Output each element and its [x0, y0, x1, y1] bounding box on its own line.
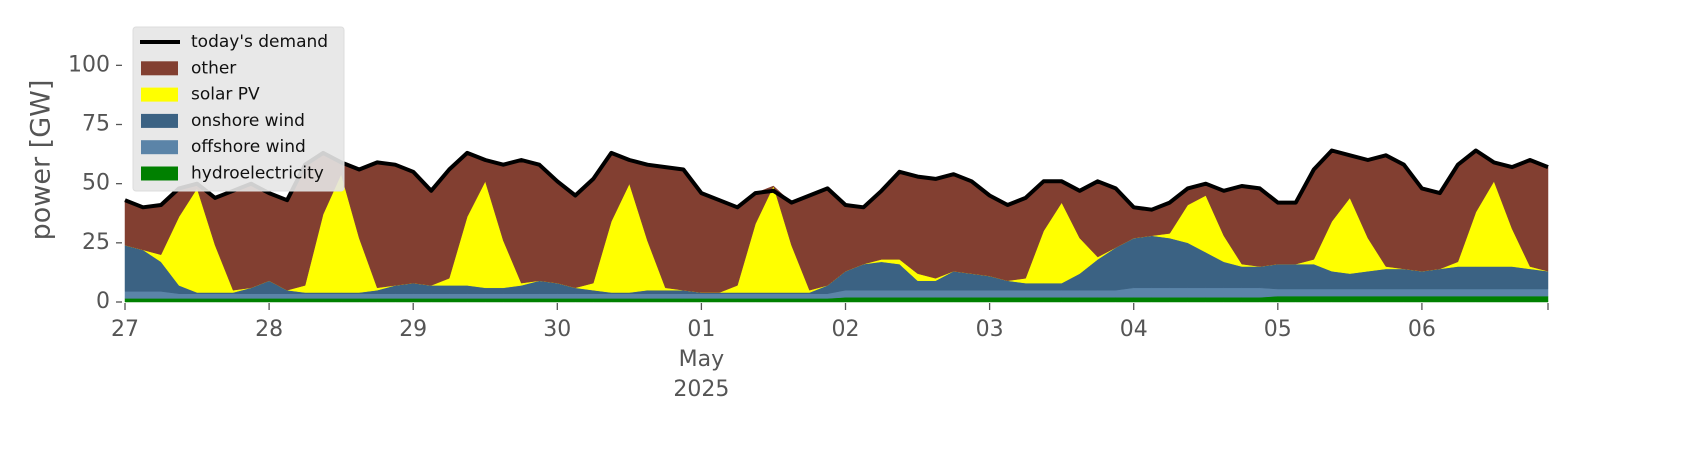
- x-tick-label: May: [679, 347, 724, 372]
- x-tick-label: 04: [1120, 317, 1148, 342]
- y-tick-label: 25: [82, 230, 110, 255]
- legend-swatch: [141, 140, 178, 155]
- legend-swatch: [141, 87, 178, 102]
- x-tick-label: 03: [976, 317, 1004, 342]
- y-axis-label: power [GW]: [26, 80, 57, 241]
- x-tick-label: 30: [543, 317, 571, 342]
- y-tick-label: 100: [68, 52, 110, 77]
- legend-label: today's demand: [191, 32, 328, 52]
- legend-swatch: [141, 166, 178, 181]
- x-tick-label: 01: [687, 317, 715, 342]
- demand-line: [124, 148, 1549, 212]
- legend: today's demand other solar PV onshore wind o…: [132, 26, 345, 192]
- x-tick-label: 28: [255, 317, 283, 342]
- legend-label: other: [191, 58, 236, 78]
- x-tick-label: 02: [832, 317, 860, 342]
- legend-label: solar PV: [191, 85, 260, 105]
- legend-swatch: [141, 61, 178, 76]
- y-tick-label: 0: [96, 289, 110, 314]
- y-tick-label: 50: [82, 171, 110, 196]
- x-tick-label: 29: [399, 317, 427, 342]
- legend-swatch: [141, 113, 178, 128]
- x-tick-label: 27: [111, 317, 139, 342]
- x-tick-label: 2025: [673, 377, 729, 402]
- x-tick-label: 05: [1264, 317, 1292, 342]
- legend-label: offshore wind: [191, 137, 306, 157]
- y-tick-label: 75: [82, 112, 110, 137]
- legend-label: onshore wind: [191, 111, 305, 131]
- x-tick-label: 06: [1408, 317, 1436, 342]
- legend-label: hydroelectricity: [191, 164, 324, 184]
- legend-box: [132, 26, 345, 192]
